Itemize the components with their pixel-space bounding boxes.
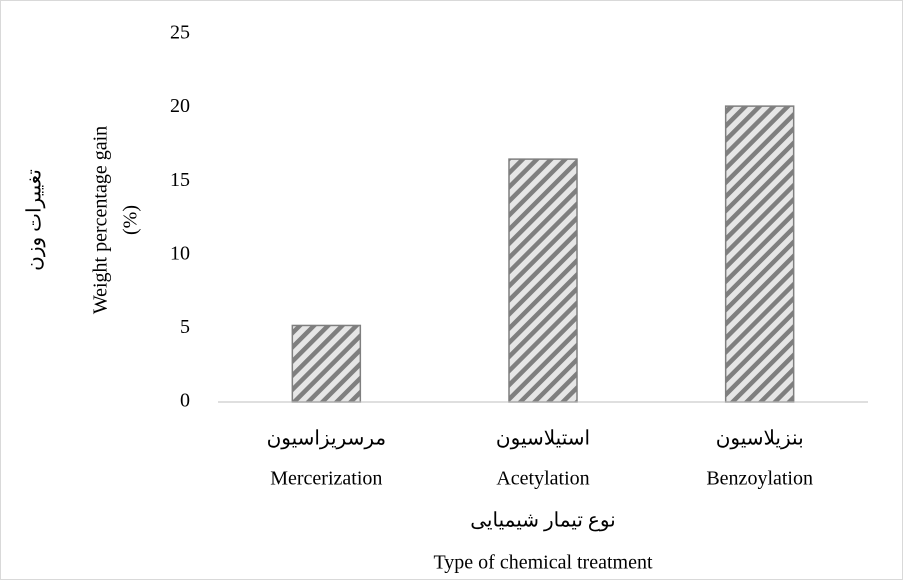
x-tick-label: Mercerization	[270, 468, 382, 490]
bar	[291, 324, 362, 403]
x-tick-label-local: مرسریزاسیون	[267, 428, 387, 450]
y-axis-label: (%)	[120, 205, 142, 235]
x-tick-label: Acetylation	[496, 468, 589, 490]
y-tick-label: 15	[170, 169, 190, 191]
y-axis-label: تغییرات وزن	[24, 169, 46, 271]
x-tick-label-local: استیلاسیون	[496, 428, 590, 450]
y-tick-label: 10	[170, 242, 190, 264]
x-axis-label: Type of chemical treatment	[433, 552, 652, 574]
x-axis-label: نوع تیمار شیمیایی	[470, 510, 615, 532]
bar	[724, 105, 795, 403]
y-axis-label: Weight percentage gain	[90, 126, 112, 314]
x-tick-label-local: بنزیلاسیون	[716, 428, 804, 450]
y-tick-label: 20	[170, 95, 190, 117]
y-tick-label: 0	[180, 390, 190, 412]
bar	[508, 158, 578, 403]
x-tick-label: Benzoylation	[706, 468, 813, 490]
y-tick-label: 5	[180, 316, 190, 338]
y-tick-label: 25	[170, 22, 190, 44]
